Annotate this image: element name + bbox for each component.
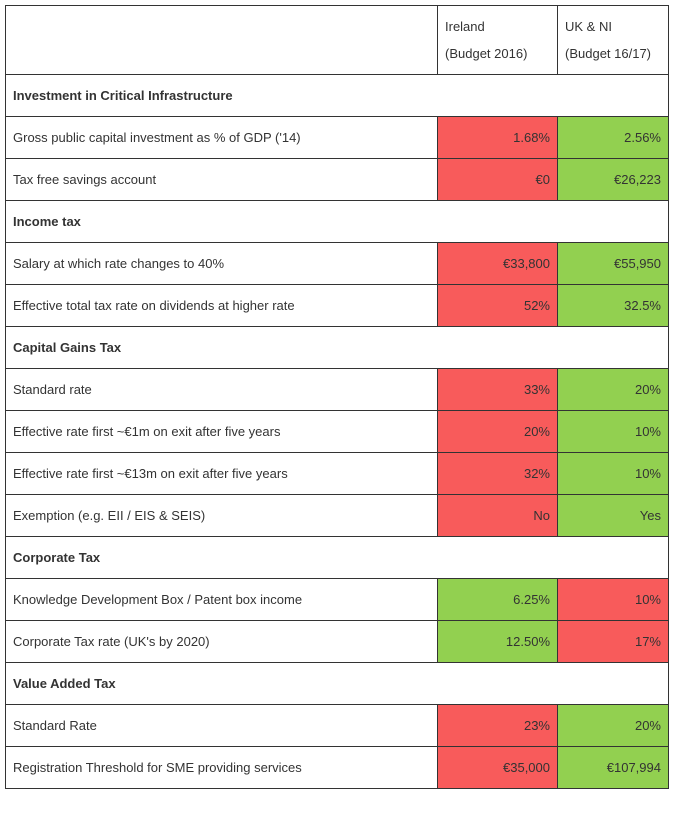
header-line: (Budget 16/17) xyxy=(565,46,652,61)
value-cell: €35,000 xyxy=(437,746,558,789)
section-title: Capital Gains Tax xyxy=(5,326,669,369)
header-line: (Budget 2016) xyxy=(445,46,528,61)
value-cell: 23% xyxy=(437,704,558,747)
row-label: Knowledge Development Box / Patent box i… xyxy=(5,578,438,621)
row-label: Effective rate first ~€1m on exit after … xyxy=(5,410,438,453)
value-cell: 52% xyxy=(437,284,558,327)
row-label: Tax free savings account xyxy=(5,158,438,201)
data-row: Exemption (e.g. EII / EIS & SEIS) No Yes xyxy=(5,494,669,537)
data-row: Gross public capital investment as % of … xyxy=(5,116,669,159)
header-row: Ireland (Budget 2016) UK & NI (Budget 16/17… xyxy=(5,5,669,75)
header-cell xyxy=(5,5,438,75)
value-cell: Yes xyxy=(557,494,669,537)
row-label: Salary at which rate changes to 40% xyxy=(5,242,438,285)
value-cell: €26,223 xyxy=(557,158,669,201)
data-row: Standard rate 33% 20% xyxy=(5,368,669,411)
row-label: Standard Rate xyxy=(5,704,438,747)
section-row: Income tax xyxy=(5,200,669,243)
data-row: Effective rate first ~€13m on exit after… xyxy=(5,452,669,495)
section-title: Investment in Critical Infrastructure xyxy=(5,74,669,117)
value-cell: 32.5% xyxy=(557,284,669,327)
value-cell: 12.50% xyxy=(437,620,558,663)
row-label: Effective rate first ~€13m on exit after… xyxy=(5,452,438,495)
row-label: Gross public capital investment as % of … xyxy=(5,116,438,159)
data-row: Salary at which rate changes to 40% €33,8… xyxy=(5,242,669,285)
data-row: Corporate Tax rate (UK's by 2020) 12.50% 1… xyxy=(5,620,669,663)
section-row: Corporate Tax xyxy=(5,536,669,579)
table-body: Ireland (Budget 2016) UK & NI (Budget 16/17… xyxy=(5,5,669,789)
header-cell: Ireland (Budget 2016) xyxy=(437,5,558,75)
value-cell: 20% xyxy=(437,410,558,453)
value-cell: 17% xyxy=(557,620,669,663)
value-cell: 10% xyxy=(557,452,669,495)
value-cell: €33,800 xyxy=(437,242,558,285)
value-cell: 6.25% xyxy=(437,578,558,621)
section-title: Income tax xyxy=(5,200,669,243)
value-cell: 20% xyxy=(557,368,669,411)
data-row: Registration Threshold for SME providing… xyxy=(5,746,669,789)
value-cell: 1.68% xyxy=(437,116,558,159)
value-cell: 10% xyxy=(557,578,669,621)
header-line: Ireland xyxy=(445,19,485,34)
data-row: Tax free savings account €0 €26,223 xyxy=(5,158,669,201)
row-label: Corporate Tax rate (UK's by 2020) xyxy=(5,620,438,663)
section-row: Value Added Tax xyxy=(5,662,669,705)
section-title: Corporate Tax xyxy=(5,536,669,579)
row-label: Standard rate xyxy=(5,368,438,411)
value-cell: 2.56% xyxy=(557,116,669,159)
data-row: Effective rate first ~€1m on exit after … xyxy=(5,410,669,453)
value-cell: 20% xyxy=(557,704,669,747)
value-cell: 33% xyxy=(437,368,558,411)
value-cell: €55,950 xyxy=(557,242,669,285)
row-label: Effective total tax rate on dividends at… xyxy=(5,284,438,327)
header-cell: UK & NI (Budget 16/17) xyxy=(557,5,669,75)
row-label: Exemption (e.g. EII / EIS & SEIS) xyxy=(5,494,438,537)
data-row: Effective total tax rate on dividends at… xyxy=(5,284,669,327)
row-label: Registration Threshold for SME providing… xyxy=(5,746,438,789)
section-title: Value Added Tax xyxy=(5,662,669,705)
value-cell: €107,994 xyxy=(557,746,669,789)
comparison-table: Ireland (Budget 2016) UK & NI (Budget 16/17… xyxy=(5,5,669,789)
section-row: Investment in Critical Infrastructure xyxy=(5,74,669,117)
data-row: Knowledge Development Box / Patent box i… xyxy=(5,578,669,621)
value-cell: €0 xyxy=(437,158,558,201)
value-cell: 32% xyxy=(437,452,558,495)
header-line: UK & NI xyxy=(565,19,612,34)
section-row: Capital Gains Tax xyxy=(5,326,669,369)
value-cell: 10% xyxy=(557,410,669,453)
data-row: Standard Rate 23% 20% xyxy=(5,704,669,747)
value-cell: No xyxy=(437,494,558,537)
